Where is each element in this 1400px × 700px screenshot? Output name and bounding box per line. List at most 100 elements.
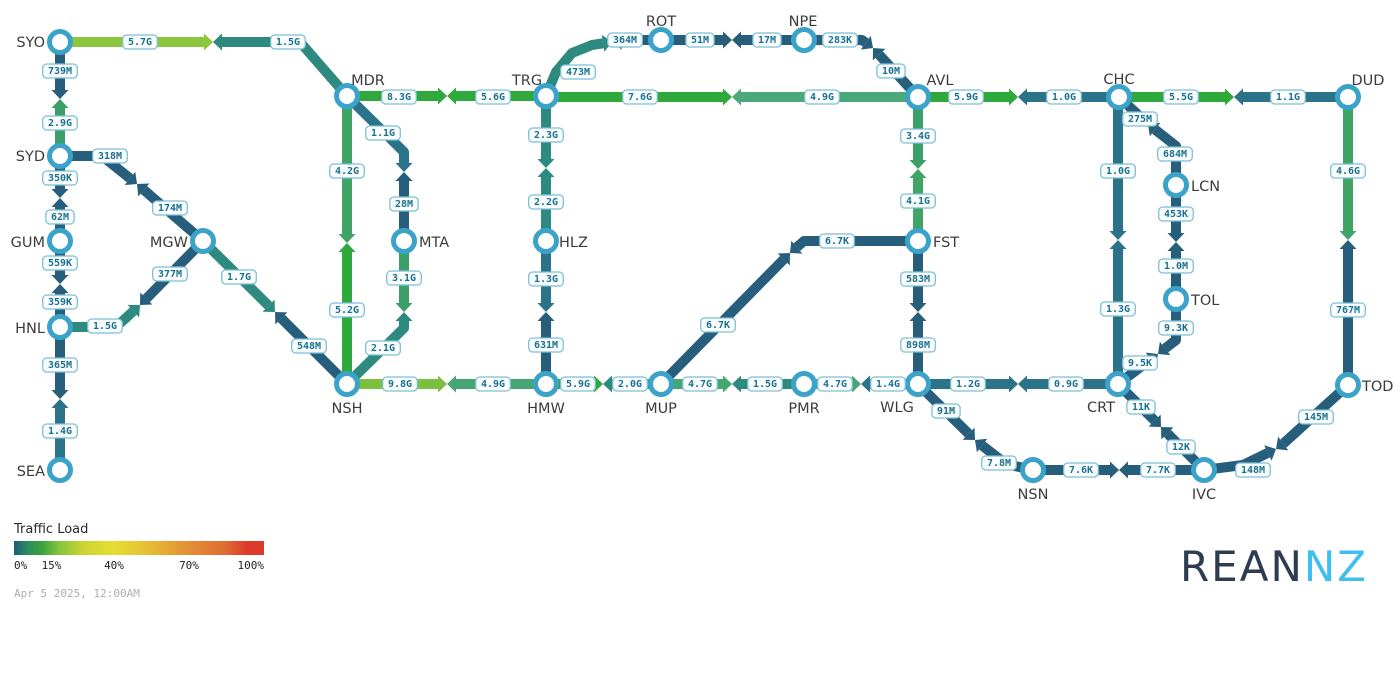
node-circle[interactable]: [334, 83, 360, 109]
link-load-label[interactable]: 1.3G: [528, 271, 564, 287]
node-circle[interactable]: [47, 228, 73, 254]
link-FST-WLG[interactable]: [909, 241, 927, 384]
link-load-label[interactable]: 350K: [42, 170, 78, 186]
link-load-label[interactable]: 473M: [560, 64, 596, 80]
link-LCN-TOL[interactable]: [1167, 185, 1185, 299]
node-NSH[interactable]: NSH: [332, 371, 363, 418]
node-SEA[interactable]: SEA: [17, 457, 73, 483]
node-SYO[interactable]: SYO: [16, 29, 73, 55]
link-MUP-FST[interactable]: [657, 236, 918, 388]
node-LCN[interactable]: LCN: [1163, 172, 1221, 198]
link-load-label[interactable]: 767M: [1330, 302, 1366, 318]
node-FST[interactable]: FST: [905, 228, 960, 254]
node-circle[interactable]: [391, 228, 417, 254]
node-ROT[interactable]: ROT: [646, 14, 676, 53]
link-line[interactable]: [1162, 299, 1181, 353]
node-HMW[interactable]: HMW: [527, 371, 565, 418]
link-line[interactable]: [1279, 381, 1352, 448]
node-DUD[interactable]: DUD: [1335, 73, 1385, 110]
node-circle[interactable]: [190, 228, 216, 254]
link-load-label[interactable]: 5.5G: [1163, 89, 1199, 105]
link-load-label[interactable]: 377M: [152, 266, 188, 282]
node-circle[interactable]: [648, 371, 674, 397]
link-load-label[interactable]: 6.7K: [700, 317, 736, 333]
link-load-label[interactable]: 1.5G: [747, 376, 783, 392]
link-load-label[interactable]: 10M: [876, 63, 906, 79]
link-load-label[interactable]: 583M: [900, 271, 936, 287]
node-MUP[interactable]: MUP: [645, 371, 677, 418]
link-load-label[interactable]: 9.5K: [1122, 355, 1158, 371]
node-circle[interactable]: [47, 314, 73, 340]
node-GUM[interactable]: GUM: [11, 228, 73, 254]
link-TRG-ROT[interactable]: [541, 32, 661, 98]
link-load-label[interactable]: 4.7G: [817, 376, 853, 392]
link-line[interactable]: [541, 38, 604, 98]
link-TRG-AVL[interactable]: [546, 88, 918, 106]
node-circle[interactable]: [1335, 84, 1361, 110]
node-circle[interactable]: [1163, 172, 1189, 198]
link-load-label[interactable]: 0.9G: [1048, 376, 1084, 392]
node-TRG[interactable]: TRG: [511, 73, 559, 109]
link-load-label[interactable]: 4.6G: [1330, 163, 1366, 179]
link-load-label[interactable]: 7.6K: [1063, 462, 1099, 478]
node-CRT[interactable]: CRT: [1087, 371, 1131, 417]
link-load-label[interactable]: 1.0G: [1100, 163, 1136, 179]
link-SYO-SYD[interactable]: [51, 42, 69, 156]
link-load-label[interactable]: 359K: [42, 294, 78, 310]
link-load-label[interactable]: 1.1G: [365, 125, 401, 141]
link-load-label[interactable]: 1.1G: [1270, 89, 1306, 105]
link-load-label[interactable]: 1.5G: [270, 34, 306, 50]
node-circle[interactable]: [791, 371, 817, 397]
node-circle[interactable]: [1106, 84, 1132, 110]
link-load-label[interactable]: 4.2G: [329, 163, 365, 179]
link-load-label[interactable]: 3.1G: [386, 270, 422, 286]
node-WLG[interactable]: WLG: [880, 371, 931, 417]
link-load-label[interactable]: 2.1G: [365, 340, 401, 356]
node-TOL[interactable]: TOL: [1163, 286, 1220, 312]
node-circle[interactable]: [47, 457, 73, 483]
link-load-label[interactable]: 5.9G: [560, 376, 596, 392]
link-load-label[interactable]: 631M: [528, 337, 564, 353]
node-CHC[interactable]: CHC: [1103, 72, 1135, 110]
node-IVC[interactable]: IVC: [1191, 457, 1217, 504]
link-load-label[interactable]: 9.3K: [1158, 320, 1194, 336]
link-load-label[interactable]: 275M: [1122, 111, 1158, 127]
node-circle[interactable]: [791, 27, 817, 53]
link-load-label[interactable]: 2.0G: [612, 376, 648, 392]
link-load-label[interactable]: 62M: [45, 209, 75, 225]
node-circle[interactable]: [905, 84, 931, 110]
node-circle[interactable]: [1335, 372, 1361, 398]
link-HNL-SEA[interactable]: [51, 327, 69, 470]
link-WLG-CRT[interactable]: [918, 375, 1118, 393]
link-load-label[interactable]: 1.0M: [1158, 258, 1194, 274]
node-circle[interactable]: [533, 228, 559, 254]
link-load-label[interactable]: 8.3G: [381, 89, 417, 105]
link-load-label[interactable]: 4.1G: [900, 193, 936, 209]
link-load-label[interactable]: 4.9G: [475, 376, 511, 392]
node-circle[interactable]: [905, 371, 931, 397]
node-MTA[interactable]: MTA: [391, 228, 450, 254]
link-MGW-NSH[interactable]: [199, 237, 351, 388]
link-load-label[interactable]: 684M: [1157, 146, 1193, 162]
link-DUD-TOD[interactable]: [1339, 97, 1357, 385]
node-PMR[interactable]: PMR: [788, 371, 820, 418]
node-circle[interactable]: [47, 143, 73, 169]
link-load-label[interactable]: 1.5G: [87, 318, 123, 334]
link-load-label[interactable]: 364M: [607, 32, 643, 48]
link-load-label[interactable]: 17M: [752, 32, 782, 48]
link-line[interactable]: [793, 236, 918, 251]
link-load-label[interactable]: 5.9G: [948, 89, 984, 105]
link-load-label[interactable]: 548M: [291, 338, 327, 354]
link-line[interactable]: [222, 37, 351, 100]
link-SYD-MGW[interactable]: [60, 151, 207, 245]
link-CRT-IVC[interactable]: [1114, 380, 1208, 474]
link-load-label[interactable]: 9.8G: [382, 376, 418, 392]
link-load-label[interactable]: 7.6G: [622, 89, 658, 105]
node-circle[interactable]: [533, 371, 559, 397]
link-NSN-IVC[interactable]: [1033, 461, 1204, 479]
link-load-label[interactable]: 28M: [389, 196, 419, 212]
link-load-label[interactable]: 4.9G: [804, 89, 840, 105]
link-load-label[interactable]: 5.2G: [329, 302, 365, 318]
link-load-label[interactable]: 5.7G: [122, 34, 158, 50]
link-load-label[interactable]: 2.3G: [528, 127, 564, 143]
